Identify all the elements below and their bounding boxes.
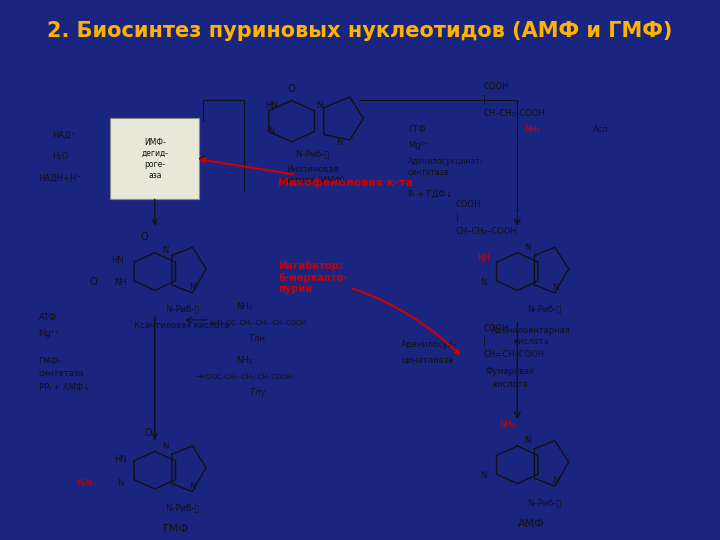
Text: Аденилосукцинат-: Аденилосукцинат- bbox=[408, 157, 483, 166]
Text: N–Риб-Ⓟ: N–Риб-Ⓟ bbox=[528, 305, 562, 314]
Text: ГТФ: ГТФ bbox=[408, 125, 426, 134]
Text: N: N bbox=[268, 127, 274, 137]
Text: NH₂: NH₂ bbox=[524, 125, 540, 134]
Text: HN: HN bbox=[114, 455, 127, 464]
Text: N: N bbox=[162, 246, 168, 254]
Text: N–Риб-Ⓟ: N–Риб-Ⓟ bbox=[165, 503, 199, 512]
Text: кислота: кислота bbox=[513, 337, 549, 346]
Text: N–Риб-Ⓟ: N–Риб-Ⓟ bbox=[165, 305, 199, 314]
Text: Аденилосук-: Аденилосук- bbox=[401, 340, 457, 349]
Text: N: N bbox=[117, 479, 124, 488]
Text: N: N bbox=[189, 283, 196, 292]
Text: NH₂: NH₂ bbox=[499, 420, 515, 429]
FancyBboxPatch shape bbox=[110, 118, 199, 199]
Text: Ингибитор:
6-меркапто-
пурин: Ингибитор: 6-меркапто- пурин bbox=[278, 261, 459, 354]
Text: N: N bbox=[552, 283, 558, 292]
Text: АМФ: АМФ bbox=[518, 519, 544, 529]
Text: N: N bbox=[480, 471, 486, 480]
Text: NH₂: NH₂ bbox=[235, 356, 252, 365]
Text: Глу: Глу bbox=[250, 388, 265, 397]
Text: |: | bbox=[456, 213, 459, 222]
Text: кислота: кислота bbox=[492, 380, 528, 389]
Text: N–Риб-Ⓟ: N–Риб-Ⓟ bbox=[528, 498, 562, 507]
Text: N: N bbox=[524, 436, 531, 445]
Text: ГМФ-
синтетаза: ГМФ- синтетаза bbox=[39, 357, 84, 377]
Text: HN: HN bbox=[111, 256, 124, 265]
Text: N–Риб-Ⓟ: N–Риб-Ⓟ bbox=[295, 149, 329, 158]
Text: H₂O: H₂O bbox=[53, 152, 68, 161]
Text: Инозиновая: Инозиновая bbox=[286, 165, 338, 174]
Text: CH=CH–COOH: CH=CH–COOH bbox=[483, 350, 544, 360]
Text: АТФ: АТФ bbox=[39, 313, 56, 322]
Text: N: N bbox=[162, 442, 168, 450]
Text: 2. Биосинтез пуриновых нуклеотидов (АМФ и ГМФ): 2. Биосинтез пуриновых нуклеотидов (АМФ … bbox=[48, 21, 672, 41]
Text: N: N bbox=[336, 138, 343, 147]
Text: Асп: Асп bbox=[593, 125, 608, 134]
Text: NH₂: NH₂ bbox=[235, 302, 252, 311]
Text: NH: NH bbox=[477, 254, 490, 262]
Text: CH–CH₂–COOH: CH–CH₂–COOH bbox=[483, 109, 545, 118]
Text: Аденилоянтарная: Аденилоянтарная bbox=[491, 326, 571, 335]
Text: |: | bbox=[483, 96, 486, 104]
Text: синтетаза: синтетаза bbox=[408, 168, 449, 177]
Text: Глн: Глн bbox=[249, 334, 266, 343]
Text: NH: NH bbox=[114, 278, 127, 287]
Text: Mg²⁺: Mg²⁺ bbox=[39, 329, 59, 338]
Text: CH–CH₂–COOH: CH–CH₂–COOH bbox=[456, 227, 518, 236]
Text: НАД⁺: НАД⁺ bbox=[53, 130, 76, 139]
Text: HN: HN bbox=[265, 100, 277, 110]
Text: Ксантиловая кислота: Ксантиловая кислота bbox=[135, 321, 230, 330]
Text: N: N bbox=[189, 482, 196, 491]
Text: H₂N–: H₂N– bbox=[76, 479, 96, 488]
Text: ГМФ: ГМФ bbox=[163, 524, 188, 534]
Text: COOH: COOH bbox=[483, 323, 508, 333]
Text: кислота (ИМФ): кислота (ИМФ) bbox=[279, 176, 345, 185]
Text: Mg²⁺: Mg²⁺ bbox=[408, 141, 428, 150]
Text: НАДН+Н⁺: НАДН+Н⁺ bbox=[39, 173, 81, 182]
Text: |: | bbox=[483, 337, 486, 346]
Text: H₂N–OC–CH₂–CH₂–CH–COOH: H₂N–OC–CH₂–CH₂–CH–COOH bbox=[210, 320, 307, 326]
Text: Микофеноловая к-та: Микофеноловая к-та bbox=[201, 158, 413, 187]
Text: O: O bbox=[144, 428, 152, 437]
Text: N: N bbox=[480, 278, 486, 287]
Text: PPᵢ + АМФ↓: PPᵢ + АМФ↓ bbox=[39, 383, 90, 391]
Text: N: N bbox=[316, 100, 322, 110]
Text: Pᵢ + ГДФ↓: Pᵢ + ГДФ↓ bbox=[408, 190, 452, 198]
Text: Фумаровая: Фумаровая bbox=[486, 367, 535, 375]
Text: COOH: COOH bbox=[483, 82, 508, 91]
Text: N: N bbox=[552, 476, 558, 485]
Text: COOH: COOH bbox=[456, 200, 481, 209]
Text: O: O bbox=[140, 232, 148, 241]
Text: цинатлиаза: цинатлиаза bbox=[401, 356, 454, 365]
Text: →HOOC–CH₂–CH₂–CH–COOH: →HOOC–CH₂–CH₂–CH–COOH bbox=[196, 374, 293, 380]
Text: ИМФ-
дегид-
роге-
аза: ИМФ- дегид- роге- аза bbox=[141, 138, 168, 180]
Text: N: N bbox=[524, 243, 531, 252]
Text: O: O bbox=[288, 84, 295, 94]
Text: O: O bbox=[89, 277, 97, 287]
